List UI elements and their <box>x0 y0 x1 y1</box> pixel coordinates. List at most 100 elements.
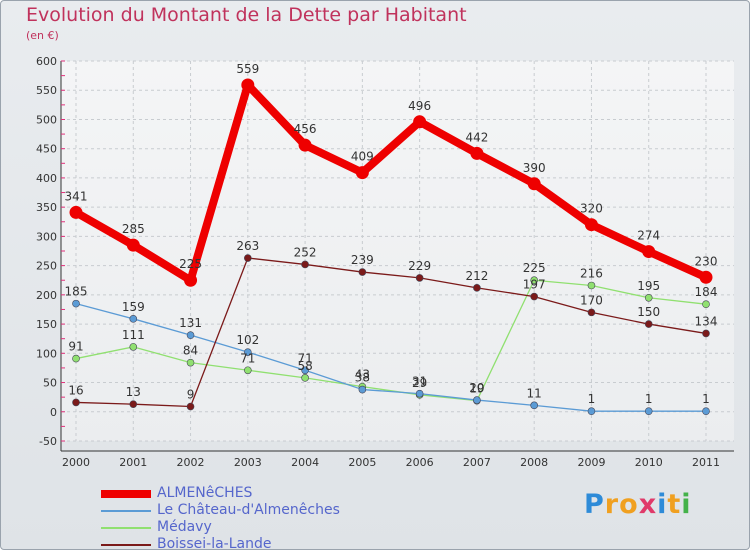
legend-label: ALMENêCHES <box>157 485 253 501</box>
data-point <box>644 320 653 328</box>
data-label: 341 <box>65 189 88 203</box>
y-tick-label: 550 <box>36 84 57 97</box>
data-point <box>244 366 252 375</box>
y-tick-label: 0 <box>50 406 57 419</box>
data-point <box>587 281 596 290</box>
data-point <box>587 407 596 415</box>
data-point <box>530 292 538 301</box>
data-point <box>415 389 424 398</box>
data-point <box>244 348 252 356</box>
data-label: 43 <box>355 368 370 382</box>
legend-item: Le Château-d'Almenêches <box>101 502 340 519</box>
data-label: 1 <box>588 392 596 406</box>
legend-item: Boissei-la-Lande <box>101 536 340 550</box>
data-point <box>358 385 367 394</box>
data-label: 456 <box>294 122 317 136</box>
x-tick-label: 2003 <box>234 456 262 469</box>
legend-item: Médavy <box>101 519 340 536</box>
data-label: 442 <box>465 130 488 144</box>
data-label: 197 <box>523 278 546 292</box>
data-label: 9 <box>187 388 195 402</box>
data-label: 1 <box>645 392 653 406</box>
x-tick-label: 2005 <box>348 456 376 469</box>
data-label: 252 <box>294 245 317 259</box>
data-label: 230 <box>695 254 718 268</box>
legend-swatch <box>101 526 151 529</box>
series-line <box>75 257 707 408</box>
data-label: 559 <box>236 62 259 76</box>
legend-swatch <box>101 543 151 546</box>
x-tick-label: 2002 <box>177 456 205 469</box>
series-layer <box>69 78 713 415</box>
y-tick-label: 600 <box>36 55 57 68</box>
data-label: 71 <box>297 351 312 365</box>
series-line <box>75 279 707 402</box>
y-tick-label: 400 <box>36 172 57 185</box>
data-label: 496 <box>408 99 431 113</box>
logo-letter: x <box>638 489 658 520</box>
legend-swatch <box>101 509 151 512</box>
data-point <box>644 407 653 415</box>
data-label: 102 <box>236 333 259 347</box>
data-label: 320 <box>580 202 603 216</box>
legend-label: Boissei-la-Lande <box>157 536 272 550</box>
data-point <box>129 400 138 408</box>
data-point <box>298 138 312 152</box>
x-tick-label: 2006 <box>406 456 434 469</box>
y-tick-label: 50 <box>43 377 57 390</box>
data-point <box>587 308 596 317</box>
data-point <box>129 343 138 351</box>
data-point <box>702 329 710 338</box>
logo-letter: i <box>681 489 692 520</box>
data-label: 84 <box>183 344 198 358</box>
data-label: 263 <box>236 239 259 253</box>
data-point <box>72 354 80 363</box>
logo-letter: P <box>584 489 605 520</box>
data-label: 170 <box>580 293 603 307</box>
axes: -50 0 50 100 150 200 250 300 350 400 450 500 550 600 2… <box>36 55 734 469</box>
data-point <box>184 273 198 287</box>
data-point <box>129 315 138 323</box>
data-point <box>186 331 195 339</box>
data-point <box>642 245 656 259</box>
data-label: 229 <box>408 259 431 273</box>
data-point <box>413 115 427 129</box>
data-label: 13 <box>126 385 141 399</box>
data-point <box>355 166 369 180</box>
x-tick-label: 2011 <box>692 456 720 469</box>
data-label: 131 <box>179 316 202 330</box>
series-line <box>75 302 707 412</box>
y-tick-label: 500 <box>36 113 57 126</box>
data-point <box>72 398 80 407</box>
data-point <box>358 268 367 276</box>
data-label: 184 <box>695 285 718 299</box>
data-point <box>126 238 140 252</box>
data-label: 38 <box>355 371 370 385</box>
legend: ALMENêCHES Le Château-d'Almenêches Médavy B… <box>101 485 340 550</box>
data-point <box>470 146 484 160</box>
data-point <box>584 218 598 232</box>
y-tick-label: 200 <box>36 289 57 302</box>
data-point <box>301 374 309 382</box>
logo-letter: r <box>604 489 620 520</box>
data-point <box>72 299 80 308</box>
chart-title: Evolution du Montant de la Dette par Hab… <box>26 4 467 26</box>
data-label: 390 <box>523 161 546 175</box>
x-tick-label: 2001 <box>119 456 147 469</box>
x-tick-label: 2000 <box>62 456 90 469</box>
data-point <box>473 284 481 292</box>
data-point <box>699 270 713 284</box>
data-point <box>702 300 710 309</box>
data-point <box>702 407 710 415</box>
y-tick-label: 150 <box>36 318 57 331</box>
data-label: 31 <box>412 375 427 389</box>
x-tick-label: 2004 <box>291 456 319 469</box>
data-label: 159 <box>122 300 145 314</box>
data-label: 29 <box>412 376 427 390</box>
legend-label: Médavy <box>157 519 212 535</box>
data-label: 1 <box>702 392 710 406</box>
data-point <box>241 78 255 92</box>
data-label: 20 <box>469 381 484 395</box>
data-point <box>644 293 653 302</box>
